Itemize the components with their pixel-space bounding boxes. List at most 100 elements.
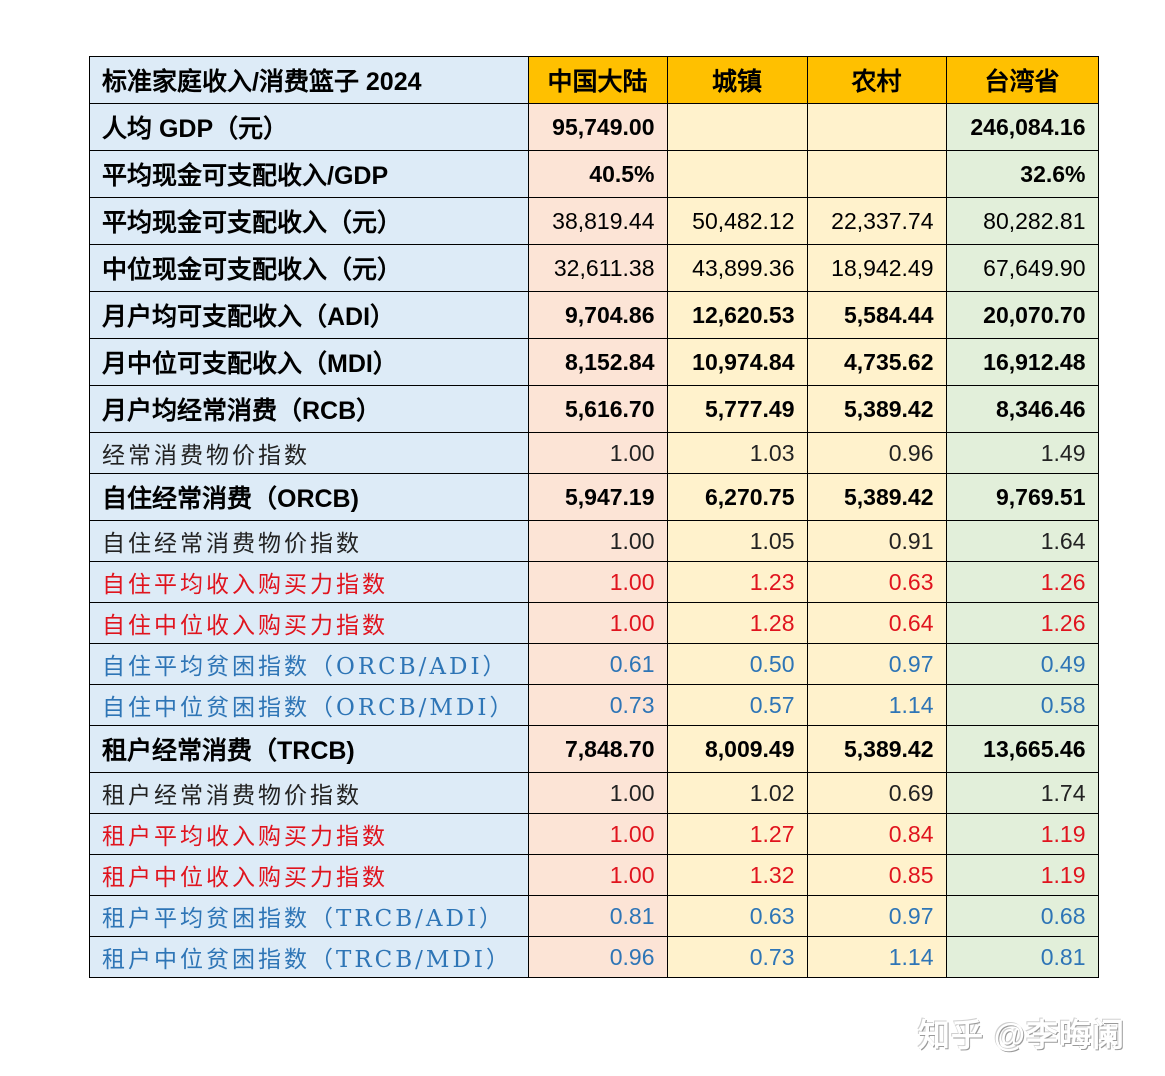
row-label: 月户均经常消费（RCB）: [89, 385, 529, 433]
row-label: 自住中位收入购买力指数: [89, 602, 529, 644]
row-label: 自住中位贫困指数（ORCB/MDI）: [89, 684, 529, 726]
cell-mainland: 8,152.84: [527, 338, 668, 386]
table-row: 自住中位收入购买力指数 1.00 1.28 0.64 1.26: [89, 602, 1099, 644]
row-label: 自住平均贫困指数（ORCB/ADI）: [89, 643, 529, 685]
cell-mainland: 0.96: [527, 936, 668, 978]
watermark: 知乎 @李晦阑: [918, 1017, 1126, 1053]
row-label: 平均现金可支配收入/GDP: [89, 150, 529, 198]
row-label: 月户均可支配收入（ADI）: [89, 291, 529, 339]
cell-rural: 5,389.42: [806, 473, 947, 521]
cell-taiwan: 1.49: [945, 432, 1099, 474]
cell-mainland: 9,704.86: [527, 291, 668, 339]
cell-urban: 0.57: [666, 684, 808, 726]
table-row: 租户平均贫困指数（TRCB/ADI） 0.81 0.63 0.97 0.68: [89, 895, 1099, 937]
cell-mainland: 1.00: [527, 602, 668, 644]
cell-rural: 18,942.49: [806, 244, 947, 292]
table-row: 租户中位收入购买力指数 1.00 1.32 0.85 1.19: [89, 854, 1099, 896]
table-row: 租户经常消费物价指数 1.00 1.02 0.69 1.74: [89, 772, 1099, 814]
cell-mainland: 95,749.00: [527, 103, 668, 151]
table-row: 中位现金可支配收入（元） 32,611.38 43,899.36 18,942.…: [89, 244, 1099, 292]
cell-rural: 0.84: [806, 813, 947, 855]
cell-mainland: 7,848.70: [527, 725, 668, 773]
table-row: 租户经常消费（TRCB) 7,848.70 8,009.49 5,389.42 …: [89, 725, 1099, 773]
cell-rural: 5,389.42: [806, 725, 947, 773]
cell-mainland: 1.00: [527, 854, 668, 896]
cell-taiwan: 1.74: [945, 772, 1099, 814]
cell-urban: 0.63: [666, 895, 808, 937]
cell-rural: [806, 150, 947, 198]
cell-mainland: 32,611.38: [527, 244, 668, 292]
cell-urban: 50,482.12: [666, 197, 808, 245]
cell-urban: 6,270.75: [666, 473, 808, 521]
row-label: 经常消费物价指数: [89, 432, 529, 474]
cell-taiwan: 0.68: [945, 895, 1099, 937]
cell-urban: 10,974.84: [666, 338, 808, 386]
cell-rural: 0.97: [806, 643, 947, 685]
cell-rural: 5,584.44: [806, 291, 947, 339]
cell-mainland: 40.5%: [527, 150, 668, 198]
cell-rural: 0.96: [806, 432, 947, 474]
row-label: 租户经常消费物价指数: [89, 772, 529, 814]
row-label: 人均 GDP（元）: [89, 103, 529, 151]
header-urban: 城镇: [666, 56, 808, 104]
header-row: 标准家庭收入/消费篮子 2024 中国大陆 城镇 农村 台湾省: [89, 56, 1099, 104]
cell-mainland: 1.00: [527, 813, 668, 855]
header-title: 标准家庭收入/消费篮子 2024: [89, 56, 529, 104]
row-label: 租户平均收入购买力指数: [89, 813, 529, 855]
row-label: 自住经常消费（ORCB): [89, 473, 529, 521]
cell-urban: 0.50: [666, 643, 808, 685]
table-row: 月户均可支配收入（ADI） 9,704.86 12,620.53 5,584.4…: [89, 291, 1099, 339]
cell-taiwan: 32.6%: [945, 150, 1099, 198]
row-label: 租户经常消费（TRCB): [89, 725, 529, 773]
cell-taiwan: 80,282.81: [945, 197, 1099, 245]
cell-rural: 0.69: [806, 772, 947, 814]
cell-taiwan: 246,084.16: [945, 103, 1099, 151]
cell-mainland: 38,819.44: [527, 197, 668, 245]
table-row: 自住中位贫困指数（ORCB/MDI） 0.73 0.57 1.14 0.58: [89, 684, 1099, 726]
cell-rural: 1.14: [806, 936, 947, 978]
cell-urban: 12,620.53: [666, 291, 808, 339]
table-row: 平均现金可支配收入/GDP 40.5% 32.6%: [89, 150, 1099, 198]
row-label: 中位现金可支配收入（元）: [89, 244, 529, 292]
cell-rural: 0.97: [806, 895, 947, 937]
cell-urban: 1.23: [666, 561, 808, 603]
cell-mainland: 0.81: [527, 895, 668, 937]
header-taiwan: 台湾省: [945, 56, 1099, 104]
cell-rural: 5,389.42: [806, 385, 947, 433]
row-label: 租户中位收入购买力指数: [89, 854, 529, 896]
cell-taiwan: 0.58: [945, 684, 1099, 726]
cell-rural: 0.85: [806, 854, 947, 896]
cell-mainland: 5,947.19: [527, 473, 668, 521]
table-row: 月户均经常消费（RCB） 5,616.70 5,777.49 5,389.42 …: [89, 385, 1099, 433]
cell-mainland: 0.61: [527, 643, 668, 685]
row-label: 月中位可支配收入（MDI）: [89, 338, 529, 386]
cell-urban: [666, 150, 808, 198]
cell-urban: 1.05: [666, 520, 808, 562]
table-row: 人均 GDP（元） 95,749.00 246,084.16: [89, 103, 1099, 151]
cell-urban: 1.32: [666, 854, 808, 896]
cell-taiwan: 0.81: [945, 936, 1099, 978]
cell-urban: 0.73: [666, 936, 808, 978]
cell-taiwan: 67,649.90: [945, 244, 1099, 292]
cell-mainland: 1.00: [527, 561, 668, 603]
table-row: 自住经常消费（ORCB) 5,947.19 6,270.75 5,389.42 …: [89, 473, 1099, 521]
row-label: 租户平均贫困指数（TRCB/ADI）: [89, 895, 529, 937]
cell-urban: 1.28: [666, 602, 808, 644]
cell-mainland: 5,616.70: [527, 385, 668, 433]
table-row: 月中位可支配收入（MDI） 8,152.84 10,974.84 4,735.6…: [89, 338, 1099, 386]
cell-urban: 5,777.49: [666, 385, 808, 433]
cell-urban: 8,009.49: [666, 725, 808, 773]
row-label: 自住经常消费物价指数: [89, 520, 529, 562]
cell-taiwan: 8,346.46: [945, 385, 1099, 433]
cell-urban: 1.27: [666, 813, 808, 855]
cell-rural: 22,337.74: [806, 197, 947, 245]
cell-urban: 43,899.36: [666, 244, 808, 292]
table-row: 租户平均收入购买力指数 1.00 1.27 0.84 1.19: [89, 813, 1099, 855]
cell-taiwan: 1.64: [945, 520, 1099, 562]
cell-mainland: 1.00: [527, 520, 668, 562]
cell-taiwan: 13,665.46: [945, 725, 1099, 773]
cell-rural: 0.63: [806, 561, 947, 603]
cell-urban: 1.03: [666, 432, 808, 474]
header-mainland: 中国大陆: [527, 56, 668, 104]
cell-mainland: 1.00: [527, 772, 668, 814]
